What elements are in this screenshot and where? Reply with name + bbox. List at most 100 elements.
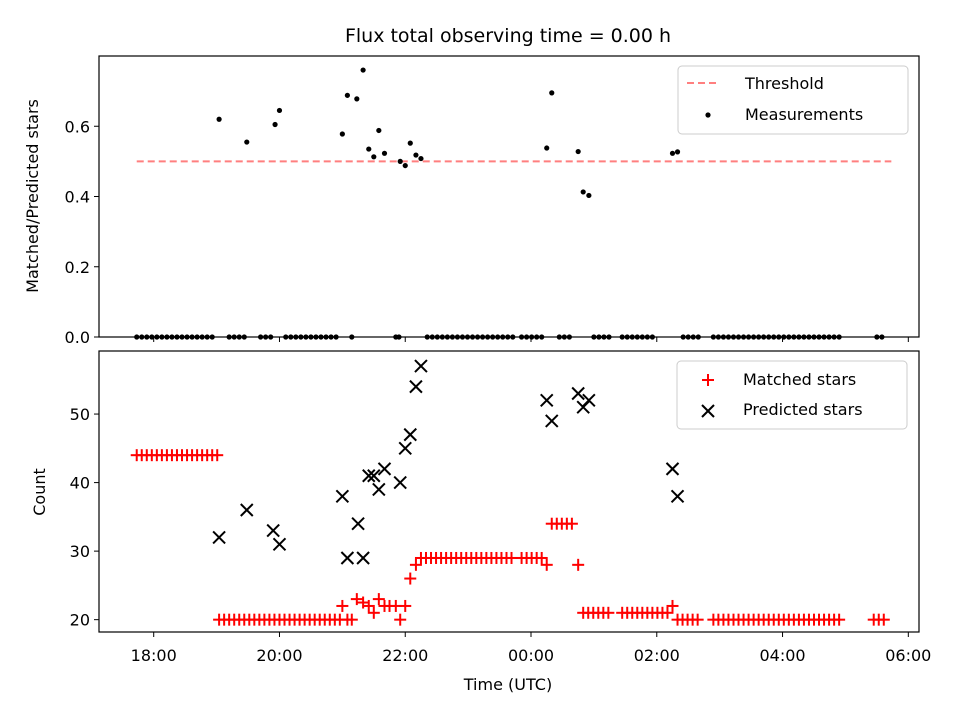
top-legend-box (677, 65, 909, 135)
predicted-star-marker (571, 386, 585, 401)
matched-star-marker (833, 613, 846, 626)
measurement-point (402, 162, 408, 169)
predicted-star-marker (340, 551, 355, 565)
measurement-point (575, 148, 581, 155)
bottom-x-tick-label: 04:00 (759, 646, 805, 665)
measurement-point (272, 121, 278, 128)
measurement-point (339, 131, 345, 137)
top-legend: Threshold Measurements (677, 65, 909, 135)
bottom-y-tick-label: 20 (70, 611, 90, 630)
legend-matched-swatch (702, 374, 714, 386)
measurement-point (276, 107, 283, 114)
matched-star-marker (336, 599, 349, 612)
predicted-star-marker (670, 489, 685, 504)
matched-star-marker (372, 593, 385, 606)
x-axis-label: Time (UTC) (463, 675, 552, 694)
measurement-point (549, 90, 555, 96)
bottom-x-tick-label: 00:00 (508, 646, 554, 665)
predicted-star-marker (540, 393, 554, 408)
matched-star-marker (540, 558, 553, 571)
bottom-panel: Count Time (UTC) 20 30 40 50 18:00 20:00 22:0… (30, 350, 931, 694)
bottom-x-tick-label: 06:00 (885, 646, 931, 665)
measurement-point (344, 92, 350, 98)
measurement-point (381, 150, 388, 156)
measurement-point (376, 127, 382, 134)
measurement-point (397, 158, 403, 164)
matched-star-marker (535, 551, 548, 564)
predicted-star-marker (582, 393, 596, 408)
predicted-star-marker (414, 359, 428, 373)
predicted-star-marker (409, 379, 423, 394)
predicted-star-marker (665, 462, 680, 476)
measurement-point (216, 116, 222, 122)
matched-star-marker (404, 572, 417, 585)
matched-star-marker (602, 606, 615, 619)
bottom-legend-box (676, 360, 908, 430)
matched-star-marker (565, 517, 578, 530)
bottom-x-tick-label: 22:00 (382, 646, 428, 665)
matched-star-marker (877, 613, 890, 626)
matched-star-marker (362, 599, 375, 612)
matched-star-marker (345, 613, 358, 626)
top-y-axis-label: Matched/Predicted stars (23, 99, 42, 293)
predicted-star-marker (335, 489, 350, 504)
measurement-point (580, 189, 586, 195)
predicted-star-marker (212, 530, 226, 545)
bottom-plot-frame (98, 350, 920, 633)
measurement-point (366, 146, 372, 152)
predicted-star-marker (545, 414, 559, 428)
matched-star-marker (211, 449, 224, 462)
matched-star-marker (350, 593, 363, 606)
top-y-tick-label: 0.2 (65, 258, 90, 277)
predicted-star-marker (393, 475, 407, 490)
legend-measurements-swatch (705, 112, 711, 118)
measurement-point (371, 154, 377, 160)
measurement-point (413, 152, 419, 158)
measurement-point (669, 150, 676, 156)
top-chart-title: Flux total observing time = 0.00 h (345, 25, 671, 47)
predicted-star-marker (356, 551, 370, 565)
measurement-point (544, 145, 550, 151)
legend-predicted-swatch (701, 404, 715, 418)
legend-matched-label: Matched stars (743, 370, 856, 389)
top-y-tick-label: 0.6 (65, 117, 90, 136)
bottom-y-tick-label: 30 (70, 542, 90, 561)
predicted-star-marker (372, 482, 386, 497)
measurement-point (674, 149, 681, 155)
bottom-y-tick-label: 50 (70, 405, 90, 424)
matched-star-marker (399, 599, 412, 612)
top-plot-frame (98, 55, 920, 338)
matched-star-marker (367, 606, 380, 619)
matched-star-marker (661, 606, 674, 619)
bottom-y-axis-label: Count (30, 468, 49, 516)
legend-measurements-label: Measurements (745, 105, 863, 124)
measurement-point (586, 192, 592, 199)
measurement-point (360, 67, 366, 73)
matched-star-marker (409, 558, 422, 571)
predicted-star-marker (367, 469, 381, 483)
matched-star-marker (691, 613, 704, 626)
matched-star-marker (394, 613, 407, 626)
bottom-x-tick-label: 18:00 (131, 646, 177, 665)
predicted-star-marker (272, 537, 287, 551)
measurement-point (354, 96, 360, 102)
predicted-star-marker (377, 462, 392, 476)
bottom-x-tick-label: 02:00 (634, 646, 680, 665)
predicted-star-marker (362, 469, 376, 483)
bottom-y-tick-label: 40 (70, 474, 90, 493)
measurement-point (418, 155, 424, 162)
legend-threshold-label: Threshold (744, 74, 824, 93)
matched-star-marker (505, 551, 518, 564)
predicted-star-marker (240, 503, 254, 517)
matched-star-marker (666, 599, 679, 612)
top-y-tick-label: 0.0 (65, 328, 90, 347)
legend-predicted-label: Predicted stars (743, 400, 863, 419)
measurement-point (244, 139, 250, 145)
top-y-tick-label: 0.4 (65, 188, 90, 207)
predicted-star-marker (266, 523, 280, 538)
measurement-point (407, 140, 413, 146)
top-panel: Flux total observing time = 0.00 h Match… (23, 25, 920, 347)
predicted-star-marker (351, 517, 365, 531)
bottom-legend: Matched stars Predicted stars (676, 360, 908, 430)
